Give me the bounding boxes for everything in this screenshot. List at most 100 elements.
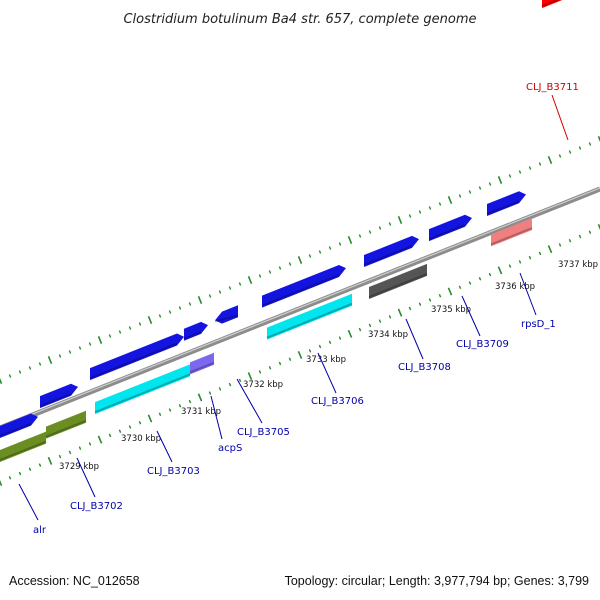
outer-tick [268,270,272,274]
inner-tick [408,306,412,311]
gene-feature-clj-b3709[interactable] [429,214,472,242]
inner-tick [247,372,253,381]
inner-tick [547,245,553,254]
inner-tick [147,414,153,423]
outer-tick [408,214,412,218]
gene-label-clj-b3711[interactable]: CLJ_B3711 [526,82,579,93]
outer-ticks [0,135,600,385]
inner-tick [268,365,272,370]
inner-tick [397,308,403,317]
kbp-label: 3732 kbp [243,380,283,390]
outer-tick [138,322,142,326]
inner-tick [258,370,262,374]
outer-tick [28,366,32,370]
outer-tick [278,266,282,270]
gene-track-rpsd-1-shade [490,227,533,246]
outer-tick [438,202,442,206]
inner-tick [208,391,212,395]
gene-feature-clj-b3708[interactable] [364,235,419,268]
gene-track-clj-b3706-shade [266,302,353,339]
outer-tick [97,335,103,345]
inner-tick [97,435,103,444]
gene-label-clj-b3708[interactable]: CLJ_B3708 [398,362,451,373]
gene-label-clj-b3706[interactable]: CLJ_B3706 [311,396,364,407]
kbp-label: 3733 kbp [306,355,346,365]
kbp-label: 3737 kbp [558,260,598,270]
outer-tick [468,190,472,194]
outer-tick [428,206,432,210]
gene-feature-alr[interactable] [0,413,38,438]
inner-tick [497,266,503,275]
gene-track-clj-b3703-shade [94,373,191,414]
outer-tick [168,310,172,314]
gene-features [0,0,600,462]
outer-tick [497,175,503,185]
inner-tick [168,408,172,412]
outer-tick [0,377,3,385]
gene-label-clj-b3709[interactable]: CLJ_B3709 [456,339,509,350]
kbp-label: 3730 kbp [121,434,161,444]
inner-tick [538,251,542,256]
inner-tick [458,285,462,290]
gene-feature-rpsd-1[interactable] [487,191,526,217]
inner-tick [328,340,332,345]
gene-track-clj-b3702[interactable] [46,410,86,439]
gene-feature-clj-b3705[interactable] [215,305,238,324]
leader-line-rpsd-1 [519,272,537,316]
outer-tick [488,182,492,186]
inner-tick [368,323,372,328]
gene-label-clj-b3703[interactable]: CLJ_B3703 [147,466,200,477]
gene-feature-acps[interactable] [184,321,208,341]
leader-line-clj-b3709 [461,295,481,337]
outer-tick [68,350,72,354]
inner-tick [118,429,122,433]
outer-tick [247,275,253,285]
gene-feature-clj-b3702[interactable] [40,383,78,409]
outer-tick [118,330,122,334]
outer-tick [288,262,292,266]
gene-feature-clj-b3708-shade [363,244,413,266]
backbone-highlight [0,187,600,428]
gene-track-acps[interactable] [190,352,214,375]
inner-tick [228,382,232,387]
inner-tick [297,351,303,359]
gene-feature-clj-b3702-shade [39,392,72,407]
gene-track-rpsd-1[interactable] [491,218,532,247]
inner-tick [428,298,432,302]
outer-tick [8,374,12,378]
outer-tick [347,235,353,245]
outer-tick [388,222,392,226]
genome-backbone [0,186,600,431]
inner-tick [518,260,522,264]
gene-track-alr[interactable] [0,431,46,462]
gene-feature-clj-b3703[interactable] [90,333,184,381]
kbp-label: 3729 kbp [59,462,99,472]
backbone-line [0,186,600,431]
gene-label-clj-b3702[interactable]: CLJ_B3702 [70,501,123,512]
outer-tick [508,174,512,178]
inner-tick [358,327,362,332]
outer-tick [108,334,112,338]
inner-tick [388,315,392,319]
gene-label-alr[interactable]: alr [33,525,47,536]
gene-feature-clj-b3706[interactable] [262,264,346,308]
gene-track-clj-b3708[interactable] [369,263,427,300]
inner-tick [38,463,42,467]
gene-label-acps[interactable]: acpS [218,443,242,454]
gene-track-clj-b3703[interactable] [95,364,190,415]
inner-tick [88,442,92,446]
gene-label-rpsd-1[interactable]: rpsD_1 [521,319,556,330]
inner-tick [138,420,142,425]
inner-tick [158,412,162,417]
inner-tick [0,479,3,486]
inner-tick [418,302,422,306]
outer-tick [478,186,482,190]
gene-track-acps-shade [189,361,215,374]
gene-feature-clj-b3711-red[interactable] [542,0,600,9]
outer-tick [238,282,242,286]
gene-label-clj-b3705[interactable]: CLJ_B3705 [237,427,290,438]
gene-track-clj-b3706[interactable] [267,293,352,340]
inner-tick [558,243,562,247]
leader-line-acps [210,395,223,440]
